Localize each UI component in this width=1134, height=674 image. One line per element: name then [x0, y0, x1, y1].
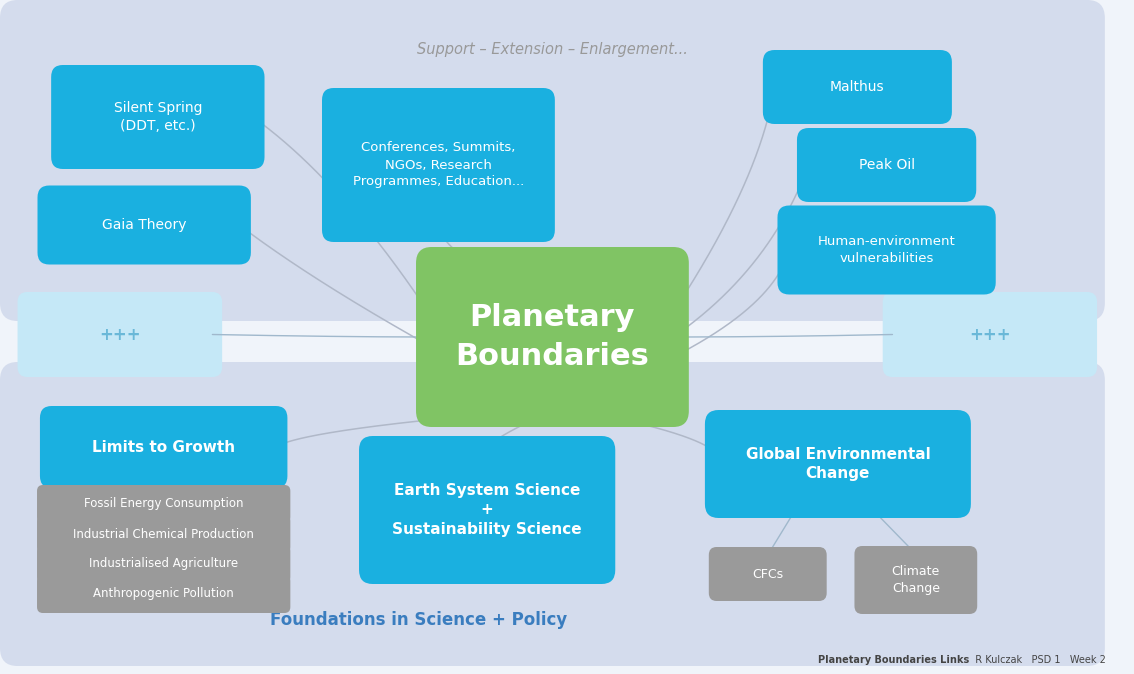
FancyBboxPatch shape — [40, 406, 287, 488]
Text: Industrial Chemical Production: Industrial Chemical Production — [74, 528, 254, 541]
Text: +++: +++ — [970, 326, 1010, 344]
Text: Human-environment
vulnerabilities: Human-environment vulnerabilities — [818, 235, 956, 265]
FancyBboxPatch shape — [882, 292, 1097, 377]
FancyBboxPatch shape — [416, 247, 688, 427]
FancyBboxPatch shape — [705, 410, 971, 518]
FancyBboxPatch shape — [17, 292, 222, 377]
Text: CFCs: CFCs — [752, 568, 784, 580]
Text: Climate
Change: Climate Change — [891, 565, 940, 595]
FancyBboxPatch shape — [37, 545, 290, 583]
Text: +++: +++ — [99, 326, 141, 344]
FancyBboxPatch shape — [37, 575, 290, 613]
Text: Foundations in Science + Policy: Foundations in Science + Policy — [270, 611, 568, 629]
FancyBboxPatch shape — [51, 65, 264, 169]
Text: Global Environmental
Change: Global Environmental Change — [745, 447, 930, 481]
Text: R Kulczak   PSD 1   Week 2: R Kulczak PSD 1 Week 2 — [970, 655, 1107, 665]
Text: Earth System Science
+
Sustainability Science: Earth System Science + Sustainability Sc… — [392, 483, 582, 537]
Text: Silent Spring
(DDT, etc.): Silent Spring (DDT, etc.) — [113, 101, 202, 133]
FancyBboxPatch shape — [37, 485, 290, 523]
FancyBboxPatch shape — [709, 547, 827, 601]
FancyBboxPatch shape — [37, 515, 290, 553]
Text: Malthus: Malthus — [830, 80, 885, 94]
Text: Peak Oil: Peak Oil — [858, 158, 915, 172]
FancyBboxPatch shape — [778, 206, 996, 295]
FancyBboxPatch shape — [763, 50, 951, 124]
Text: Fossil Energy Consumption: Fossil Energy Consumption — [84, 497, 244, 510]
Text: Gaia Theory: Gaia Theory — [102, 218, 186, 232]
Text: Support – Extension – Enlargement...: Support – Extension – Enlargement... — [417, 42, 688, 57]
FancyBboxPatch shape — [0, 0, 1105, 321]
FancyBboxPatch shape — [37, 185, 251, 264]
Text: Conferences, Summits,
NGOs, Research
Programmes, Education...: Conferences, Summits, NGOs, Research Pro… — [353, 142, 524, 189]
FancyBboxPatch shape — [359, 436, 616, 584]
Text: Planetary
Boundaries: Planetary Boundaries — [456, 303, 650, 371]
Text: Industrialised Agriculture: Industrialised Agriculture — [90, 557, 238, 570]
FancyBboxPatch shape — [0, 362, 1105, 666]
FancyBboxPatch shape — [322, 88, 555, 242]
Text: Anthropogenic Pollution: Anthropogenic Pollution — [93, 588, 234, 601]
FancyBboxPatch shape — [854, 546, 978, 614]
Text: Planetary Boundaries Links: Planetary Boundaries Links — [818, 655, 970, 665]
FancyBboxPatch shape — [797, 128, 976, 202]
Text: Limits to Growth: Limits to Growth — [92, 439, 235, 454]
